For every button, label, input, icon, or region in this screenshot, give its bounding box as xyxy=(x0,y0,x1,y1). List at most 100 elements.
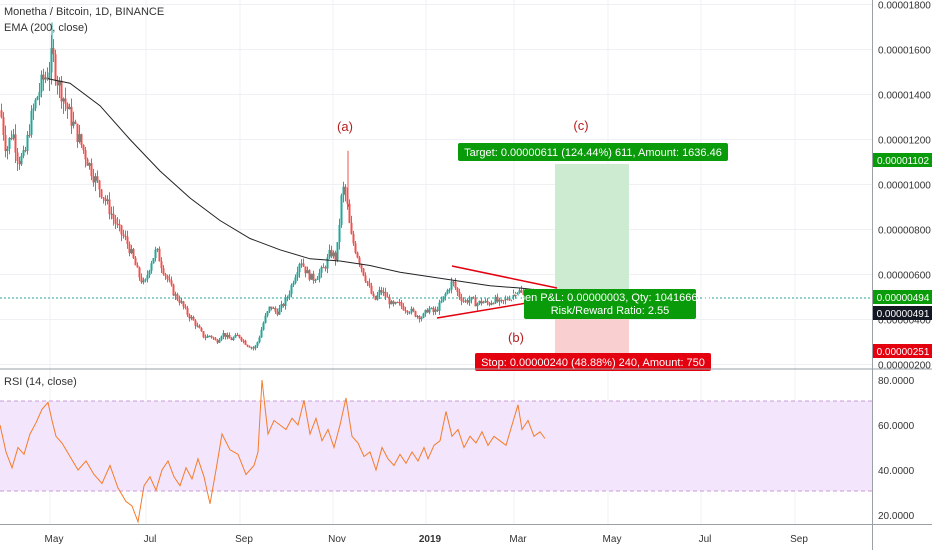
candle-body xyxy=(290,285,293,295)
candle-body xyxy=(314,279,317,281)
candle-body xyxy=(24,150,27,152)
time-tick-label: Jul xyxy=(699,534,712,545)
rsi-band xyxy=(0,401,872,491)
candle-body xyxy=(438,302,441,311)
candle-body xyxy=(340,195,343,225)
candle-body xyxy=(334,252,337,261)
candle-body xyxy=(248,346,251,348)
candle-body xyxy=(262,322,265,330)
candle-body xyxy=(360,264,363,269)
candle-body xyxy=(412,308,415,312)
candle-body xyxy=(54,54,57,82)
candle-body xyxy=(448,289,451,291)
wave-b-label: (b) xyxy=(508,330,524,345)
candle-body xyxy=(506,298,509,300)
time-tick-label: May xyxy=(603,534,622,545)
rsi-tick-label: 40.0000 xyxy=(878,466,915,477)
candle-body xyxy=(234,334,237,338)
candle-body xyxy=(282,304,285,306)
candle-body xyxy=(302,263,305,267)
candle-body xyxy=(268,306,271,312)
candle-body xyxy=(394,302,397,304)
candle-body xyxy=(120,225,123,235)
candle-body xyxy=(252,347,255,349)
price-axis[interactable]: 0.00000200 0.00000400 0.00000600 0.00000800… xyxy=(878,1,931,372)
candle-body xyxy=(274,307,277,312)
candle-body xyxy=(494,296,497,304)
time-axis[interactable]: May Jul Sep Nov 2019 Mar May Jul Sep xyxy=(45,534,809,545)
candle-body xyxy=(286,297,289,299)
candle-body xyxy=(332,252,335,257)
candle-body xyxy=(12,134,15,139)
candle-body xyxy=(462,300,465,302)
candle-body xyxy=(386,296,389,298)
candle-body xyxy=(476,303,479,307)
candle-body xyxy=(522,292,525,295)
candle-body xyxy=(388,297,391,305)
candle-body xyxy=(152,258,155,264)
candle-body xyxy=(420,317,423,320)
time-tick-label: Mar xyxy=(509,534,527,545)
rsi-axis[interactable]: 20.0000 40.0000 60.0000 80.0000 xyxy=(878,376,915,522)
candle-body xyxy=(200,328,203,332)
price-tick-label: 0.00000400 xyxy=(878,316,931,327)
candle-body xyxy=(0,110,3,118)
candle-body xyxy=(382,291,385,293)
candle-body xyxy=(500,299,503,301)
candle-body xyxy=(86,159,89,166)
candle-body xyxy=(312,273,315,281)
candle-body xyxy=(416,315,419,317)
candle-body xyxy=(130,249,133,254)
candle-body xyxy=(472,297,475,299)
symbol-legend[interactable]: Monetha / Bitcoin, 1D, BINANCE xyxy=(4,6,165,18)
candle-body xyxy=(14,134,17,153)
candle-body xyxy=(356,252,359,258)
candle-body xyxy=(64,98,67,104)
candle-body xyxy=(376,294,379,300)
candle-body xyxy=(490,303,493,305)
candle-body xyxy=(68,106,71,110)
candle-body xyxy=(272,307,275,309)
badge-entry-bg xyxy=(873,306,932,320)
open-pl-label: Open P&L: 0.00000003, Qty: 104166666 xyxy=(510,292,709,304)
candle-body xyxy=(26,134,29,151)
candle-body xyxy=(212,337,215,339)
candle-body xyxy=(6,148,9,152)
candle-body xyxy=(430,307,433,309)
candle-body xyxy=(226,334,229,338)
candle-body xyxy=(48,72,51,80)
candle-body xyxy=(246,344,249,347)
candle-body xyxy=(224,333,227,338)
candle-body xyxy=(308,270,311,280)
candle-body xyxy=(362,268,365,276)
candle-body xyxy=(70,106,73,126)
rsi-tick-label: 20.0000 xyxy=(878,511,915,522)
candle-body xyxy=(328,250,331,258)
price-tick-label: 0.00001600 xyxy=(878,46,931,57)
candle-body xyxy=(96,176,99,181)
candle-body xyxy=(172,284,175,296)
price-tick-label: 0.00001000 xyxy=(878,181,931,192)
candle-body xyxy=(156,248,159,250)
badge-current-bg xyxy=(873,290,932,304)
candle-body xyxy=(296,272,299,278)
candle-body xyxy=(30,110,33,135)
stop-label: Stop: 0.00000240 (48.88%) 240, Amount: 7… xyxy=(481,357,705,369)
rsi-legend[interactable]: RSI (14, close) xyxy=(4,376,77,388)
candle-body xyxy=(40,74,43,92)
candle-body xyxy=(350,222,353,234)
candle-body xyxy=(214,338,217,341)
risk-reward-label: Risk/Reward Ratio: 2.55 xyxy=(551,305,670,317)
candle-body xyxy=(168,279,171,281)
candle-body xyxy=(88,163,91,166)
candle-body xyxy=(160,261,163,269)
candle-body xyxy=(126,236,129,244)
candle-body xyxy=(368,283,371,286)
candle-body xyxy=(176,294,179,300)
candle-body xyxy=(458,292,461,298)
candle-body xyxy=(294,277,297,284)
candle-body xyxy=(228,334,231,339)
candle-body xyxy=(34,99,37,109)
ema-legend[interactable]: EMA (200, close) xyxy=(4,22,88,34)
